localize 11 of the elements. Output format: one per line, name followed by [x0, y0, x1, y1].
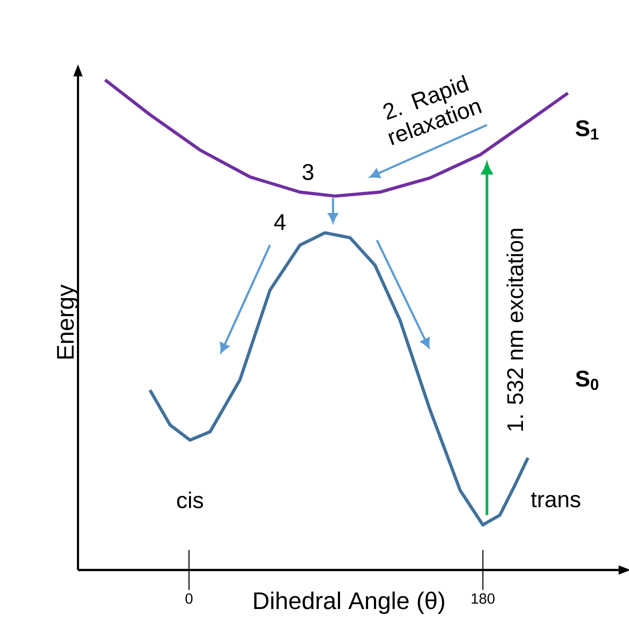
text: S$_{0}$: [576, 370, 598, 390]
series-label: S$_{1}$: [576, 120, 599, 140]
annotation: 4: [274, 214, 286, 230]
annotation: 3: [302, 164, 314, 180]
x-tick-label: 180: [472, 593, 495, 604]
x-tick-label: 0: [186, 593, 193, 604]
annotation: 1. 532 nm excitation: [506, 228, 524, 431]
x-axis-title: Dihedral Angle (θ): [254, 592, 444, 614]
y-axis-title: Energy: [57, 284, 79, 359]
annotation: cis: [177, 492, 204, 508]
annotation: trans: [530, 492, 580, 508]
